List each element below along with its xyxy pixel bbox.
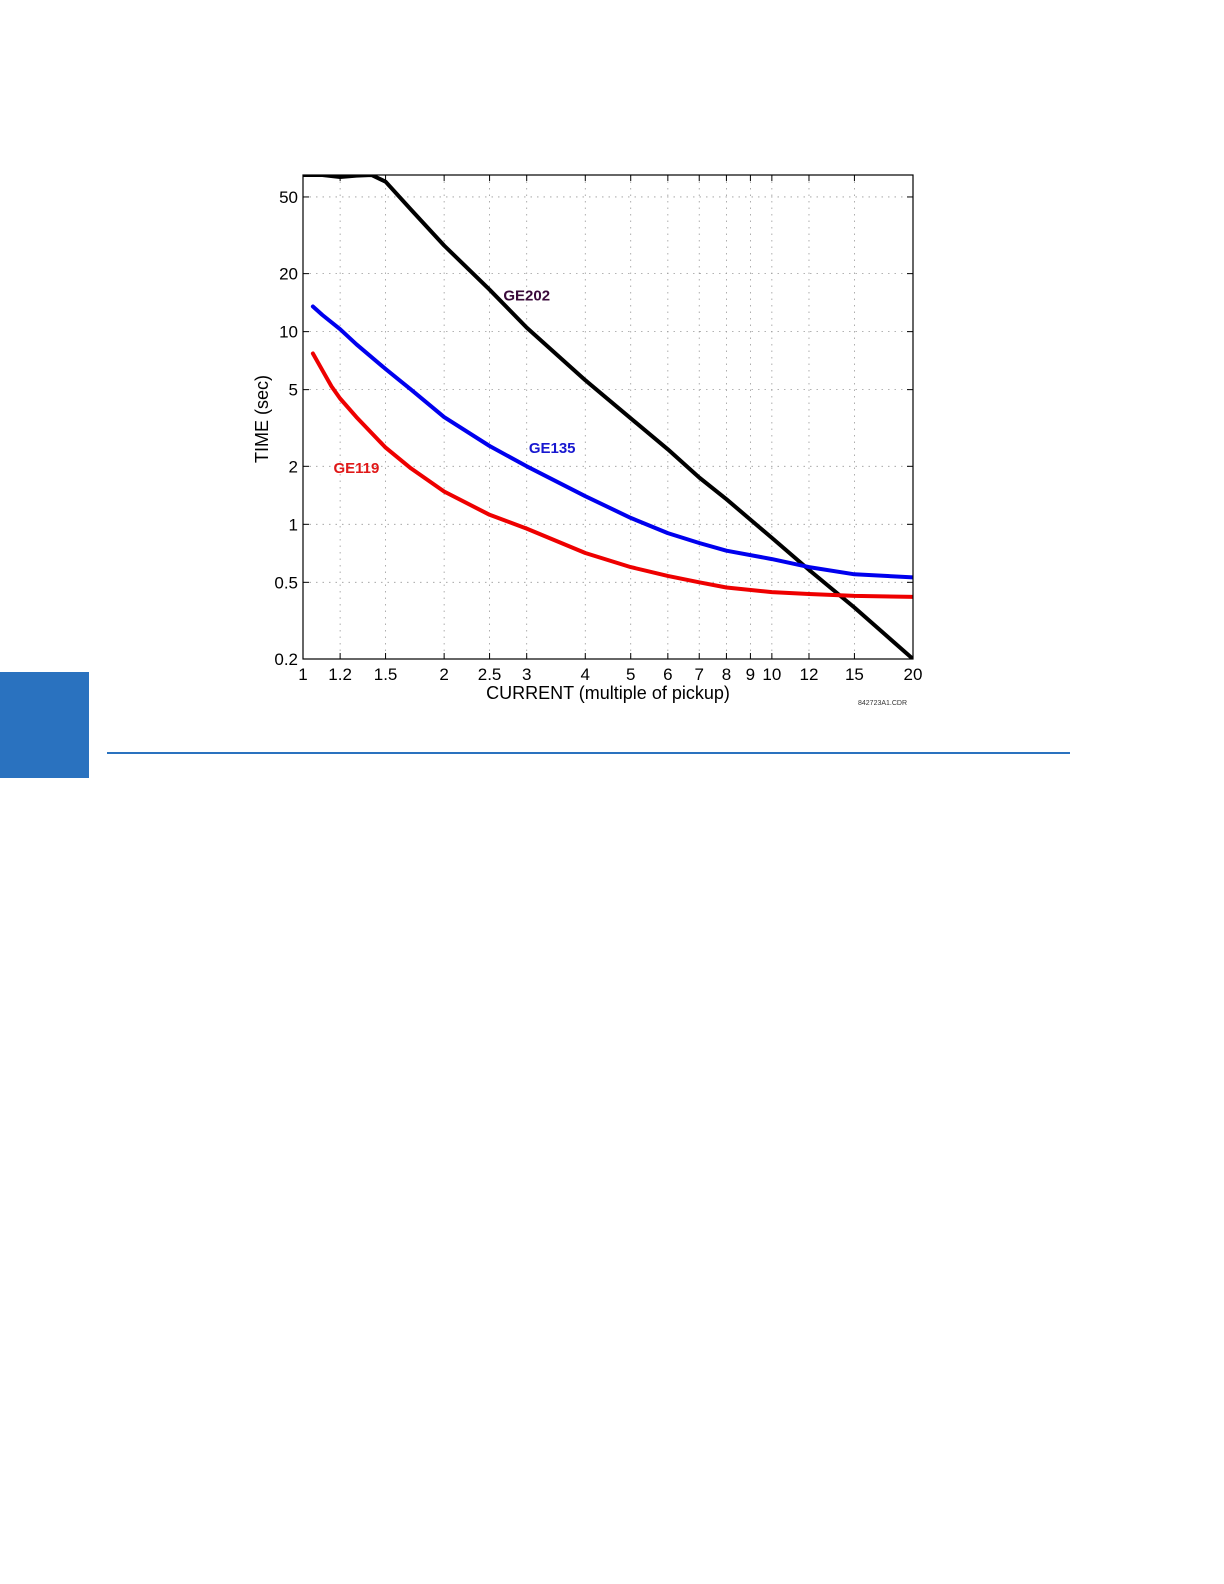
x-tick-label: 15	[845, 665, 864, 684]
series-line-ge135	[310, 304, 913, 580]
series-line-ge119	[310, 351, 913, 599]
chapter-tab	[0, 672, 89, 778]
figure-id: 842723A1.CDR	[858, 700, 907, 707]
series-label-ge202: GE202	[503, 288, 550, 305]
x-tick-label: 1	[298, 665, 307, 684]
x-tick-label: 12	[800, 665, 819, 684]
x-tick-label: 7	[694, 665, 703, 684]
x-tick-label: 8	[722, 665, 731, 684]
x-tick-label: 20	[904, 665, 923, 684]
x-tick-label: 2	[439, 665, 448, 684]
y-tick-label: 20	[279, 265, 298, 284]
x-tick-label: 2.5	[478, 665, 502, 684]
x-tick-label: 6	[663, 665, 672, 684]
x-tick-label: 9	[746, 665, 755, 684]
plot-frame	[302, 174, 914, 660]
inverse-time-curves-chart: 1 1.2 1.5 2 2.5 3 4 5 6 7 8 9 10 12 15 200.20.512510205…	[252, 174, 922, 707]
x-tick-label: 4	[581, 665, 590, 684]
y-tick-label: 0.2	[274, 650, 298, 669]
axis-ticks: 1 1.2 1.5 2 2.5 3 4 5 6 7 8 9 10 12 15 200.20.512510205…	[274, 175, 922, 684]
x-tick-label: 1.5	[374, 665, 398, 684]
x-axis-title: CURRENT (multiple of pickup)	[486, 683, 730, 703]
x-tick-label: 5	[626, 665, 635, 684]
series-label-ge135: GE135	[529, 440, 576, 457]
y-tick-label: 50	[279, 188, 298, 207]
x-tick-label: 1.2	[328, 665, 352, 684]
y-tick-label: 2	[289, 457, 298, 476]
y-axis-title: TIME (sec)	[252, 375, 272, 463]
series-label-ge119: GE119	[333, 460, 379, 477]
series-line-ge202	[303, 175, 913, 659]
y-tick-label: 1	[289, 515, 298, 534]
section-divider	[107, 752, 1070, 754]
series-labels: GE202 GE135 GE119	[333, 288, 575, 477]
y-tick-label: 5	[289, 381, 298, 400]
y-tick-label: 10	[279, 323, 298, 342]
x-tick-label: 3	[522, 665, 531, 684]
series-lines	[303, 175, 913, 659]
x-tick-label: 10	[762, 665, 781, 684]
y-tick-label: 0.5	[274, 573, 298, 592]
grid	[303, 175, 913, 659]
